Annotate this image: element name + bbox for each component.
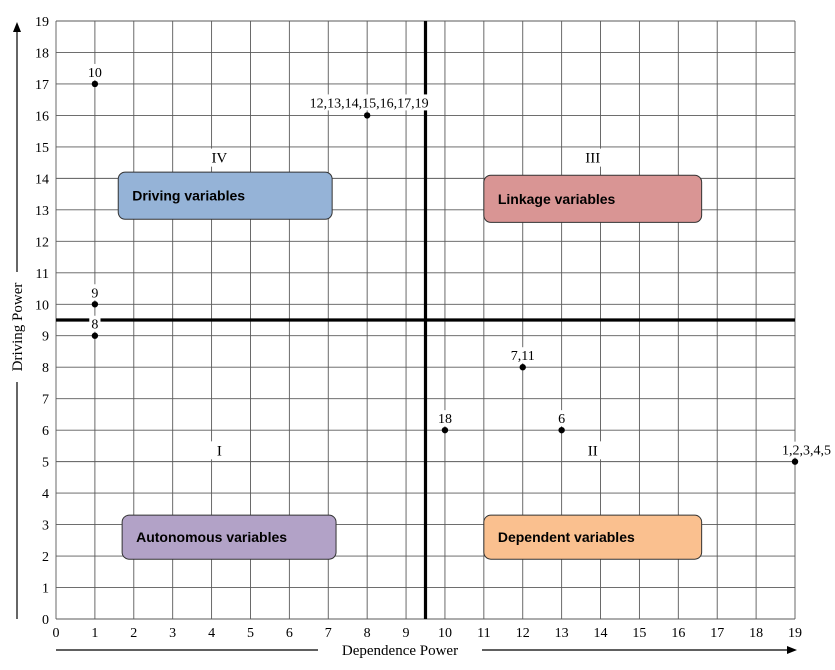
y-tick-label: 8 (42, 361, 49, 376)
quadrant-box-bg (483, 174, 703, 223)
data-point (91, 80, 99, 88)
axes: Dependence Power Driving Power (9, 22, 797, 660)
data-point (791, 458, 799, 465)
x-tick-label: 18 (749, 626, 763, 641)
quadrant-number-bg (206, 148, 233, 167)
x-tick-label: 2 (130, 626, 137, 641)
quadrant-box: Autonomous variables (121, 514, 337, 560)
quadrant-number: III (585, 151, 600, 167)
point-label-bg (89, 315, 101, 332)
x-tick-label: 11 (477, 626, 490, 641)
quadrant-box: Linkage variables (483, 174, 703, 223)
data-point (558, 426, 565, 434)
y-tick-label: 9 (42, 330, 49, 345)
y-tick-label: 2 (42, 550, 49, 565)
x-tick-label: 8 (364, 626, 371, 641)
quadrant-number-bg (210, 441, 228, 460)
y-tick-label: 13 (35, 204, 49, 219)
data-point (91, 332, 99, 339)
quadrant-number-bg (575, 148, 611, 167)
quadrant-box-label: Autonomous variables (136, 529, 287, 545)
y-tick-label: 14 (35, 172, 49, 187)
data-point (91, 301, 99, 308)
y-axis-title: Driving Power (10, 283, 26, 372)
point-label: 12,13,14,15,16,17,19 (310, 96, 429, 111)
y-tick-label: 17 (35, 78, 49, 93)
y-tick-label: 5 (42, 456, 49, 471)
x-tick-label: 16 (671, 626, 685, 641)
y-tick-label: 7 (42, 393, 49, 408)
x-tick-labels: 0 1 2 3 4 5 6 7 8 9 10 11 12 13 14 15 16 17 18 19 (53, 626, 803, 641)
y-tick-label: 0 (42, 613, 49, 628)
x-tick-label: 12 (516, 626, 530, 641)
y-axis-arrow-head (13, 22, 21, 32)
x-axis-title: Dependence Power (342, 643, 458, 659)
x-tick-label: 14 (594, 626, 608, 641)
point-label: 1,2,3,4,5 (782, 444, 831, 459)
quadrant-number: I (217, 443, 222, 459)
point-label: 6 (558, 412, 565, 427)
y-tick-label: 16 (35, 109, 49, 124)
x-tick-label: 6 (286, 626, 293, 641)
y-tick-label: 4 (42, 487, 49, 502)
quadrant-box-label: Dependent variables (498, 529, 635, 545)
y-tick-label: 6 (42, 424, 49, 439)
y-tick-label: 18 (35, 46, 49, 61)
quadrant-box-label: Driving variables (132, 188, 245, 204)
point-label: 18 (438, 412, 452, 427)
point-label: 10 (88, 66, 102, 81)
data-point (519, 364, 526, 371)
point-label: 8 (91, 318, 98, 333)
data-point (363, 112, 371, 119)
x-tick-label: 17 (710, 626, 724, 641)
y-tick-label: 1 (42, 582, 49, 597)
x-tick-label: 19 (788, 626, 802, 641)
quadrant-dividers (56, 21, 795, 619)
quadrant-number-bg (579, 441, 606, 460)
quadrant-box-bg (117, 171, 333, 220)
x-tick-label: 10 (438, 626, 452, 641)
point-label-bg (556, 410, 568, 427)
quadrant-boxes: Driving variables Linkage variables Autono… (117, 171, 703, 560)
quadrant-box: Driving variables (117, 171, 333, 220)
y-tick-label: 10 (35, 298, 49, 313)
y-tick-label: 15 (35, 141, 49, 156)
point-label-bg (506, 347, 540, 364)
y-tick-label: 19 (35, 15, 49, 30)
quadrant-box-bg (483, 514, 703, 560)
x-tick-label: 9 (403, 626, 410, 641)
point-label-bg (85, 63, 105, 80)
x-tick-label: 1 (91, 626, 98, 641)
quadrant-box-bg (121, 514, 337, 560)
x-tick-label: 7 (325, 626, 332, 641)
data-points: 10 12,13,14,15,16,17,19 9 8 7,11 18 6 1,2,3,4,5 (85, 63, 831, 465)
quadrant-number: II (588, 443, 598, 459)
x-tick-label: 0 (53, 626, 60, 641)
point-label-bg (762, 441, 831, 458)
x-tick-label: 4 (208, 626, 215, 641)
y-tick-label: 3 (42, 519, 49, 534)
y-axis-title-bg (9, 272, 27, 382)
point-label-bg (89, 284, 101, 301)
x-tick-label: 3 (169, 626, 176, 641)
y-tick-label: 11 (36, 267, 49, 282)
x-axis-arrow-head (787, 646, 797, 654)
point-label: 9 (91, 286, 98, 301)
x-tick-label: 5 (247, 626, 254, 641)
y-tick-label: 12 (35, 235, 49, 250)
x-axis-title-bg (318, 640, 482, 660)
point-label: 7,11 (511, 349, 535, 364)
x-tick-label: 13 (555, 626, 569, 641)
quadrant-box-label: Linkage variables (498, 191, 616, 207)
data-point (441, 426, 449, 434)
quadrant-number: IV (211, 151, 227, 167)
point-label-bg (435, 410, 455, 427)
point-label-bg (295, 94, 444, 111)
x-tick-label: 15 (632, 626, 646, 641)
quadrant-box: Dependent variables (483, 514, 703, 560)
